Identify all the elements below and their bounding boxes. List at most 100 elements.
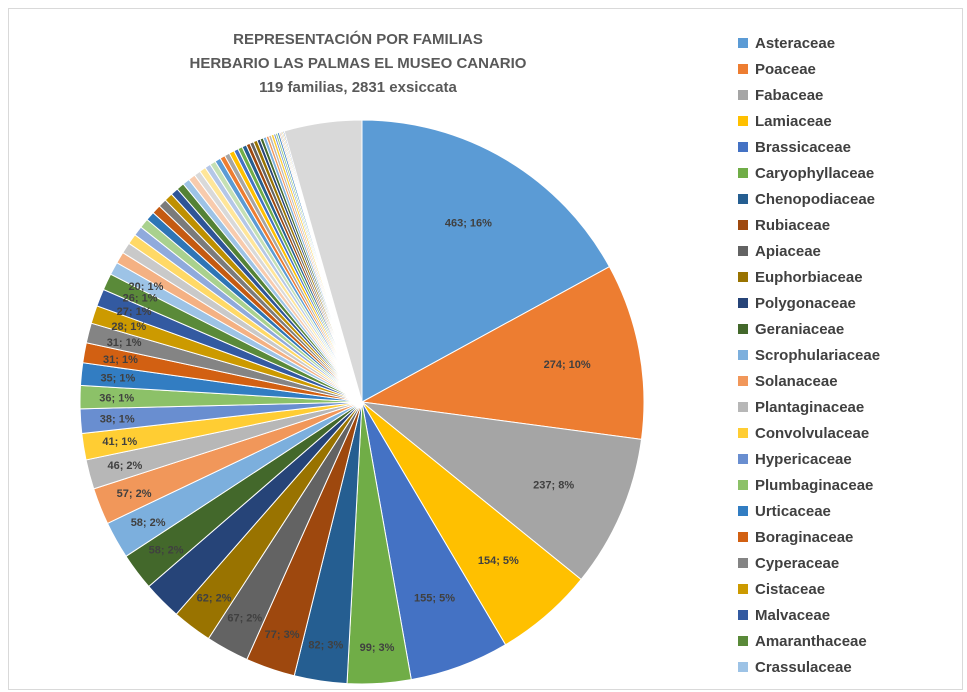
legend-swatch bbox=[738, 376, 748, 386]
legend-label: Plumbaginaceae bbox=[755, 476, 874, 494]
legend-label: Scrophulariaceae bbox=[755, 346, 881, 364]
pie-slice-1 bbox=[360, 266, 645, 440]
data-label-1: 274; 10% bbox=[544, 359, 591, 371]
legend-item-brassicaceae: Brassicaceae bbox=[738, 134, 958, 160]
legend-item-caryophyllaceae: Caryophyllaceae bbox=[738, 160, 958, 186]
legend-label: Boraginaceae bbox=[755, 528, 854, 546]
data-label-17: 36; 1% bbox=[99, 393, 134, 405]
data-label-7: 77; 3% bbox=[265, 629, 300, 641]
legend-label: Rubiaceae bbox=[755, 216, 831, 234]
legend-label: Cyperaceae bbox=[755, 554, 840, 572]
legend-item-plumbaginaceae: Plumbaginaceae bbox=[738, 472, 958, 498]
legend-swatch bbox=[738, 558, 748, 568]
legend-swatch bbox=[738, 350, 748, 360]
legend-swatch bbox=[738, 610, 748, 620]
legend-item-apiaceae: Apiaceae bbox=[738, 238, 958, 264]
data-label-0: 463; 16% bbox=[445, 217, 492, 229]
data-label-13: 57; 2% bbox=[117, 488, 152, 500]
legend-label: Crassulaceae bbox=[755, 658, 852, 676]
data-label-24: 20; 1% bbox=[129, 281, 164, 293]
data-label-4: 155; 5% bbox=[414, 593, 455, 605]
legend-swatch bbox=[738, 428, 748, 438]
legend-item-amaranthaceae: Amaranthaceae bbox=[738, 628, 958, 654]
chart-titles: REPRESENTACIÓN POR FAMILIAS HERBARIO LAS… bbox=[8, 28, 708, 100]
legend-item-asteraceae: Asteraceae bbox=[738, 30, 958, 56]
legend-label: Euphorbiaceae bbox=[755, 268, 863, 286]
legend-item-convolvulaceae: Convolvulaceae bbox=[738, 420, 958, 446]
legend-swatch bbox=[738, 532, 748, 542]
legend-item-urticaceae: Urticaceae bbox=[738, 498, 958, 524]
data-label-14: 46; 2% bbox=[107, 460, 142, 472]
legend-label: Lamiaceae bbox=[755, 112, 832, 130]
legend-swatch bbox=[738, 506, 748, 516]
data-label-12: 58; 2% bbox=[131, 517, 166, 529]
legend-label: Caryophyllaceae bbox=[755, 164, 875, 182]
legend-swatch bbox=[738, 272, 748, 282]
legend-label: Hypericaceae bbox=[755, 450, 852, 468]
pie-slice-other bbox=[283, 119, 363, 403]
data-label-6: 82; 3% bbox=[308, 640, 343, 652]
legend-swatch bbox=[738, 324, 748, 334]
legend-item-chenopodiaceae: Chenopodiaceae bbox=[738, 186, 958, 212]
legend-item-boraginaceae: Boraginaceae bbox=[738, 524, 958, 550]
legend-swatch bbox=[738, 220, 748, 230]
legend-item-poaceae: Poaceae bbox=[738, 56, 958, 82]
legend-item-lamiaceae: Lamiaceae bbox=[738, 108, 958, 134]
legend-swatch bbox=[738, 298, 748, 308]
legend-label: Convolvulaceae bbox=[755, 424, 870, 442]
legend-swatch bbox=[738, 90, 748, 100]
legend-swatch bbox=[738, 194, 748, 204]
legend-label: Geraniaceae bbox=[755, 320, 845, 338]
data-label-5: 99; 3% bbox=[360, 642, 395, 654]
data-label-3: 154; 5% bbox=[478, 555, 519, 567]
legend-label: Urticaceae bbox=[755, 502, 831, 520]
legend-label: Asteraceae bbox=[755, 34, 836, 52]
legend-swatch bbox=[738, 480, 748, 490]
legend-swatch bbox=[738, 636, 748, 646]
legend-swatch bbox=[738, 142, 748, 152]
legend-item-euphorbiaceae: Euphorbiaceae bbox=[738, 264, 958, 290]
data-label-16: 38; 1% bbox=[100, 414, 135, 426]
legend-swatch bbox=[738, 584, 748, 594]
data-label-9: 62; 2% bbox=[197, 593, 232, 605]
legend-item-fabaceae: Fabaceae bbox=[738, 82, 958, 108]
legend-label: Chenopodiaceae bbox=[755, 190, 876, 208]
pie-slice-2 bbox=[360, 401, 643, 581]
legend-label: Malvaceae bbox=[755, 606, 831, 624]
data-label-19: 31; 1% bbox=[103, 354, 138, 366]
legend-item-hypericaceae: Hypericaceae bbox=[738, 446, 958, 472]
data-label-11: 58; 2% bbox=[149, 545, 184, 557]
chart-subtitle: HERBARIO LAS PALMAS EL MUSEO CANARIO bbox=[189, 55, 527, 72]
legend-label: Brassicaceae bbox=[755, 138, 851, 156]
legend-item-rubiaceae: Rubiaceae bbox=[738, 212, 958, 238]
legend-swatch bbox=[738, 64, 748, 74]
legend-item-scrophulariaceae: Scrophulariaceae bbox=[738, 342, 958, 368]
legend-item-cyperaceae: Cyperaceae bbox=[738, 550, 958, 576]
data-label-8: 67; 2% bbox=[227, 613, 262, 625]
chart-subtitle-counts: 119 familias, 2831 exsiccata bbox=[259, 79, 457, 96]
chart-legend: Asteraceae Poaceae Fabaceae Lamiaceae Brassi… bbox=[738, 30, 958, 680]
legend-item-cistaceae: Cistaceae bbox=[738, 576, 958, 602]
data-label-22: 27; 1% bbox=[117, 306, 152, 318]
legend-label: Plantaginaceae bbox=[755, 398, 865, 416]
legend-item-plantaginaceae: Plantaginaceae bbox=[738, 394, 958, 420]
legend-label: Apiaceae bbox=[755, 242, 821, 260]
legend-item-malvaceae: Malvaceae bbox=[738, 602, 958, 628]
legend-item-polygonaceae: Polygonaceae bbox=[738, 290, 958, 316]
pie-slice-0 bbox=[361, 119, 611, 403]
data-label-21: 28; 1% bbox=[111, 321, 146, 333]
data-label-20: 31; 1% bbox=[107, 337, 142, 349]
legend-label: Solanaceae bbox=[755, 372, 838, 390]
legend-item-geraniaceae: Geraniaceae bbox=[738, 316, 958, 342]
legend-swatch bbox=[738, 662, 748, 672]
chart-title: REPRESENTACIÓN POR FAMILIAS bbox=[233, 31, 483, 48]
legend-swatch bbox=[738, 168, 748, 178]
legend-item-solanaceae: Solanaceae bbox=[738, 368, 958, 394]
legend-swatch bbox=[738, 116, 748, 126]
legend-swatch bbox=[738, 454, 748, 464]
legend-label: Cistaceae bbox=[755, 580, 826, 598]
legend-label: Polygonaceae bbox=[755, 294, 856, 312]
legend-swatch bbox=[738, 402, 748, 412]
data-label-15: 41; 1% bbox=[102, 436, 137, 448]
legend-swatch bbox=[738, 38, 748, 48]
